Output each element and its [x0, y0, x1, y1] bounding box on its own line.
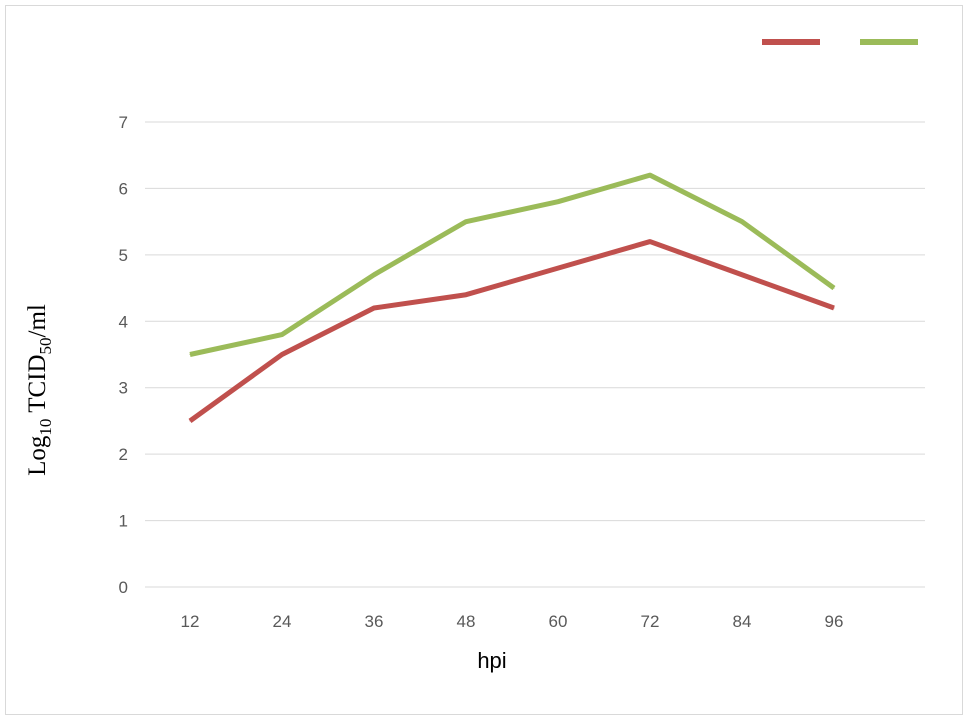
- series-layer: [188, 172, 836, 423]
- x-tick-label: 48: [457, 612, 476, 631]
- data-point: [649, 241, 651, 243]
- y-tick-label: 2: [119, 445, 128, 464]
- x-axis-ticks: 12 24 36 48 60 72 84 96: [181, 612, 844, 631]
- x-tick-label: 84: [733, 612, 752, 631]
- y-tick-label: 6: [119, 179, 128, 198]
- data-point: [649, 174, 651, 176]
- x-tick-label: 96: [825, 612, 844, 631]
- data-point: [833, 307, 835, 309]
- y-tick-label: 5: [119, 246, 128, 265]
- y-tick-label: 4: [119, 312, 128, 331]
- data-point: [281, 334, 283, 336]
- x-axis-label: hpi: [477, 648, 506, 673]
- data-point: [189, 420, 191, 422]
- data-point: [465, 221, 467, 223]
- y-axis-label: Log10 TCID50/ml: [24, 304, 55, 476]
- data-point: [373, 307, 375, 309]
- y-tick-label: 0: [119, 578, 128, 597]
- data-point: [741, 274, 743, 276]
- x-tick-label: 24: [273, 612, 292, 631]
- gridlines: [145, 121, 925, 588]
- chart-frame: [5, 5, 963, 715]
- x-tick-label: 12: [181, 612, 200, 631]
- y-axis-ticks: 0 1 2 3 4 5 6 7: [119, 113, 128, 597]
- data-point: [281, 354, 283, 355]
- data-point: [557, 201, 559, 203]
- data-point: [741, 221, 743, 223]
- series-line-1: [188, 239, 835, 423]
- y-tick-label: 7: [119, 113, 128, 132]
- series-line-2: [189, 172, 836, 357]
- data-point: [833, 287, 835, 289]
- x-tick-label: 60: [549, 612, 568, 631]
- x-tick-label: 36: [365, 612, 384, 631]
- y-tick-label: 3: [119, 379, 128, 398]
- y-tick-label: 1: [119, 512, 128, 531]
- data-point: [557, 267, 559, 269]
- data-point: [189, 354, 191, 355]
- x-tick-label: 72: [641, 612, 660, 631]
- data-point: [465, 294, 467, 296]
- data-point: [373, 274, 375, 276]
